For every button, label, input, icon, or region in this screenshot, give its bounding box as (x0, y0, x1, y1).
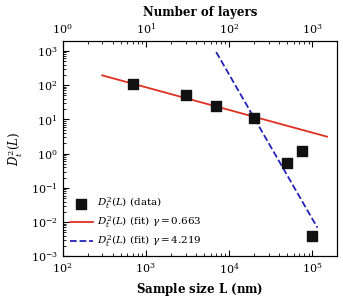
Y-axis label: $D_t^2(L)$: $D_t^2(L)$ (5, 131, 25, 166)
$D_t^2(L)$ (fit) $\gamma = 4.219$ (307, 211, 311, 215)
$D_t^2(L)$ (data) (310, 233, 315, 238)
$D_t^2(L)$ (fit) $\gamma = 0.663$ (114, 77, 118, 81)
$D_t^2(L)$ (fit) $\gamma = 0.663$ (306, 130, 310, 133)
$D_t^2(L)$ (fit) $\gamma = 4.219$ (214, 50, 218, 54)
$D_t^2(L)$ (fit) $\gamma = 4.219$ (220, 61, 224, 64)
$D_t^2(L)$ (data) (183, 93, 188, 98)
$D_t^2(L)$ (fit) $\gamma = 4.219$ (233, 83, 237, 87)
$D_t^2(L)$ (data) (251, 116, 257, 120)
$D_t^2(L)$ (data) (285, 160, 290, 165)
$D_t^2(L)$ (fit) $\gamma = 0.663$ (314, 132, 318, 135)
$D_t^2(L)$ (fit) $\gamma = 0.663$ (100, 74, 104, 77)
$D_t^2(L)$ (fit) $\gamma = 0.663$ (142, 85, 146, 88)
$D_t^2(L)$ (data) (299, 149, 305, 154)
$D_t^2(L)$ (fit) $\gamma = 0.663$ (160, 90, 164, 94)
$D_t^2(L)$ (fit) $\gamma = 4.219$ (315, 226, 319, 230)
Legend: $D_t^2(L)$ (data), $D_t^2(L)$ (fit) $\gamma = 0.663$, $D_t^2(L)$ (fit) $\gamma =: $D_t^2(L)$ (data), $D_t^2(L)$ (fit) $\ga… (68, 194, 204, 251)
$D_t^2(L)$ (fit) $\gamma = 0.663$ (109, 76, 114, 80)
$D_t^2(L)$ (data) (130, 81, 136, 86)
Line: $D_t^2(L)$ (fit) $\gamma = 0.663$: $D_t^2(L)$ (fit) $\gamma = 0.663$ (102, 75, 327, 137)
$D_t^2(L)$ (fit) $\gamma = 4.219$ (241, 97, 245, 101)
X-axis label: Number of layers: Number of layers (143, 5, 257, 19)
$D_t^2(L)$ (fit) $\gamma = 4.219$ (310, 217, 315, 221)
Line: $D_t^2(L)$ (fit) $\gamma = 4.219$: $D_t^2(L)$ (fit) $\gamma = 4.219$ (216, 52, 317, 228)
$D_t^2(L)$ (fit) $\gamma = 4.219$ (218, 57, 222, 61)
$D_t^2(L)$ (fit) $\gamma = 0.663$ (325, 135, 329, 139)
X-axis label: Sample size $\mathbf{L}$ (nm): Sample size $\mathbf{L}$ (nm) (136, 282, 264, 299)
$D_t^2(L)$ (data) (213, 103, 219, 108)
